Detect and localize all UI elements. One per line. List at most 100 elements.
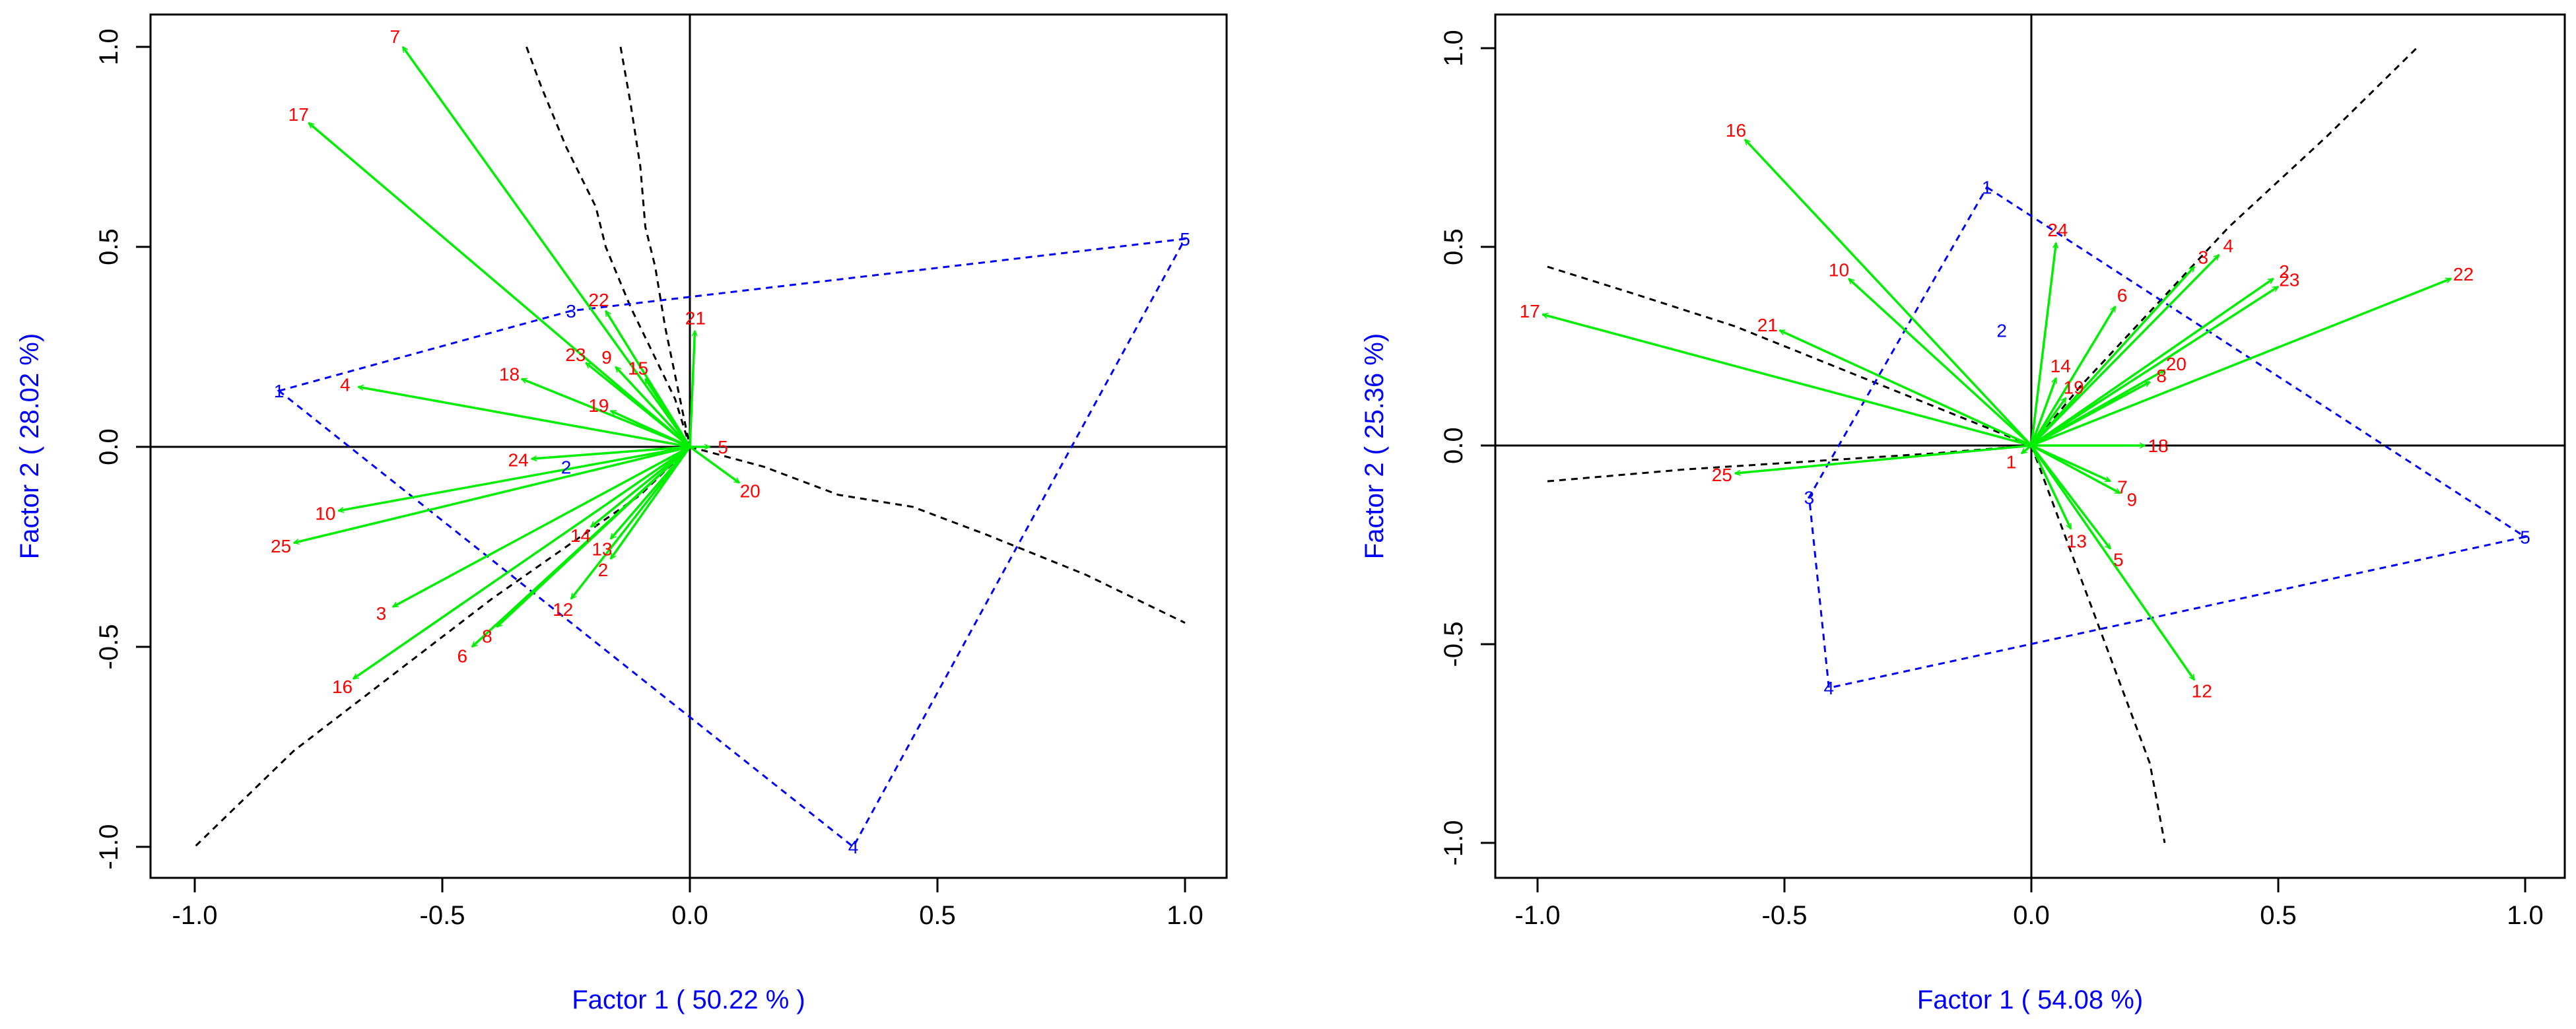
- loading-arrow-19: [611, 409, 691, 448]
- biplot-panel-1: -1.0 -0.5 0.0 0.5 1.0 -1.0 -0.5 0.0 0.5 1.0 Factor…: [15, 13, 1228, 1014]
- black-dashed-curve-3: [1547, 444, 2032, 482]
- variable-label: 19: [588, 395, 609, 416]
- variable-label: 4: [340, 375, 351, 395]
- variable-label: 22: [588, 290, 609, 310]
- loading-arrow-9: [615, 367, 691, 448]
- x-tick-label: 1.0: [1167, 901, 1203, 930]
- variable-label: 8: [2156, 366, 2167, 386]
- y-tick-label: -1.0: [1439, 820, 1468, 866]
- site-label: 5: [2520, 527, 2530, 547]
- loading-arrow-6: [2030, 306, 2117, 446]
- loading-arrow-24: [2030, 243, 2056, 446]
- variable-label: 18: [499, 364, 520, 384]
- site-label: 2: [561, 457, 572, 477]
- site-label: 4: [1824, 678, 1835, 698]
- loading-arrow-19: [2030, 398, 2067, 447]
- x-axis-title: Factor 1 ( 50.22 % ): [572, 985, 805, 1014]
- site-label: 3: [566, 301, 576, 321]
- variable-label: 21: [685, 308, 706, 328]
- loading-arrow-23: [586, 362, 691, 448]
- x-axis-title: Factor 1 ( 54.08 %): [1917, 985, 2143, 1014]
- variable-label: 3: [2198, 247, 2209, 267]
- x-tick-label: 0.0: [671, 901, 708, 930]
- site-label: 3: [1804, 487, 1815, 508]
- site-hull: [277, 238, 1187, 849]
- site-label: 5: [1180, 229, 1190, 249]
- variable-label: 13: [2066, 531, 2087, 551]
- y-axis-title: Factor 2 ( 28.02 %): [15, 333, 44, 559]
- variable-label: 6: [457, 646, 467, 667]
- loading-arrow-3: [2030, 267, 2196, 447]
- variable-label: 24: [2047, 220, 2068, 240]
- variable-label: 10: [315, 504, 335, 524]
- y-tick-label: 0.5: [94, 228, 123, 265]
- site-hull: [1808, 185, 2528, 690]
- variable-label: 5: [2113, 549, 2124, 570]
- y-tick-label: -1.0: [94, 824, 123, 870]
- variable-label: 22: [2453, 264, 2474, 284]
- y-tick-label: -0.5: [1439, 622, 1468, 667]
- x-tick-label: 0.0: [2013, 901, 2050, 930]
- loading-arrow-10: [1848, 277, 2033, 447]
- y-tick-label: 0.0: [94, 428, 123, 465]
- site-label: 4: [848, 837, 859, 857]
- variable-label: 12: [553, 599, 573, 620]
- variable-label: 7: [2117, 477, 2128, 497]
- loading-arrow-15: [644, 379, 691, 448]
- loading-arrow-7: [401, 47, 691, 448]
- site-label: 1: [274, 381, 285, 401]
- variable-label: 25: [1712, 465, 1732, 485]
- variable-label: 15: [628, 358, 648, 378]
- y-tick-label: 1.0: [94, 28, 123, 65]
- variable-label: 14: [570, 525, 591, 546]
- variable-label: 19: [2064, 378, 2084, 398]
- variable-label: 4: [2223, 236, 2233, 256]
- variable-label: 16: [332, 677, 353, 697]
- x-tick-label: 0.5: [919, 901, 956, 930]
- variable-label: 10: [1829, 260, 1849, 281]
- loading-arrow-17: [1542, 314, 2032, 447]
- x-tick-label: -1.0: [1515, 901, 1561, 930]
- variable-label: 17: [1520, 301, 1540, 321]
- loading-arrow-21: [1780, 329, 2032, 447]
- loading-arrow-10: [339, 446, 691, 511]
- y-tick-label: 1.0: [1439, 30, 1468, 67]
- x-tick-label: 0.5: [2260, 901, 2297, 930]
- variable-label: 20: [740, 481, 761, 501]
- variable-label: 16: [1726, 120, 1746, 141]
- variable-label: 14: [2051, 356, 2071, 376]
- variable-label: 3: [376, 603, 387, 624]
- y-tick-label: 0.5: [1439, 228, 1468, 265]
- variable-label: 1: [2006, 452, 2017, 473]
- x-tick-label: -0.5: [420, 901, 465, 930]
- black-dashed-curve-1: [525, 46, 691, 448]
- loading-arrow-16: [353, 446, 691, 680]
- black-dashed-curve-2: [619, 46, 691, 448]
- loading-arrow-3: [393, 446, 691, 608]
- variable-label: 23: [2279, 269, 2299, 290]
- y-tick-label: 0.0: [1439, 427, 1468, 464]
- variable-label: 21: [1757, 315, 1778, 335]
- x-tick-label: -0.5: [1762, 901, 1808, 930]
- variable-label: 23: [565, 345, 586, 365]
- loading-arrow-21: [689, 331, 695, 448]
- variable-label: 5: [718, 437, 728, 457]
- loading-arrow-8: [2031, 381, 2150, 447]
- black-dashed-curve-3: [689, 446, 1186, 624]
- loading-arrow-1: [2021, 444, 2033, 455]
- black-dashed-curve-2: [1547, 265, 2032, 447]
- variable-label: 8: [482, 626, 492, 646]
- loading-arrow-4: [358, 387, 691, 448]
- loading-arrow-13: [2030, 445, 2072, 529]
- y-tick-label: -0.5: [94, 624, 123, 670]
- black-dashed-curve-4: [193, 446, 691, 848]
- variable-label: 24: [508, 450, 528, 471]
- loading-arrow-18: [522, 378, 691, 448]
- variable-label: 17: [288, 104, 309, 125]
- x-tick-label: -1.0: [172, 901, 218, 930]
- loading-arrow-23: [2031, 285, 2278, 447]
- variable-label: 20: [2166, 354, 2186, 374]
- loading-arrow-4: [2030, 253, 2220, 447]
- loading-arrow-16: [1744, 139, 2033, 447]
- site-label: 1: [1982, 178, 1992, 198]
